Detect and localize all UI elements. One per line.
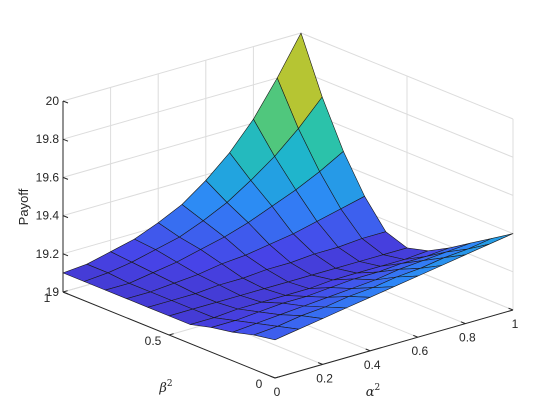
x-axis-label-base: α (366, 385, 375, 400)
z-tick-mark (62, 100, 69, 104)
grid-back-z (62, 70, 302, 140)
grid-back-z (62, 32, 302, 102)
z-tick-mark (62, 291, 69, 295)
surface-face (253, 326, 300, 341)
z-tick-mark (62, 215, 69, 219)
x-tick-label: 0.8 (459, 331, 476, 345)
x-tick-mark (460, 321, 466, 325)
grid-side-z (300, 32, 514, 120)
x-tick-label: 1 (512, 317, 519, 331)
z-tick-label: 20 (46, 94, 60, 108)
y-axis-label-base: β (158, 381, 167, 396)
z-tick-mark (62, 138, 69, 142)
y-axis-label: β2 (158, 379, 172, 396)
grid-side-z (300, 70, 514, 158)
y-tick-label: 0 (256, 377, 263, 391)
x-tick-label: 0.2 (316, 371, 333, 385)
z-tick-mark (62, 176, 69, 180)
grid-side-z (300, 108, 514, 196)
z-axis-label: Payoff (16, 188, 31, 225)
surface-face (467, 233, 514, 250)
y-axis-label-exp: 2 (167, 379, 173, 389)
x-tick-mark (508, 307, 514, 311)
x-tick-label: 0.4 (364, 358, 381, 372)
surface-mesh (62, 32, 514, 341)
z-tick-label: 19 (46, 285, 60, 299)
x-tick-mark (413, 334, 418, 338)
x-tick-label: 0.6 (411, 344, 428, 358)
y-tick-label: 0.5 (145, 334, 162, 348)
x-tick-mark (270, 375, 276, 379)
x-axis-label: α2 (366, 383, 381, 400)
x-tick-label: 0 (274, 385, 281, 399)
x-axis-line (274, 309, 514, 379)
x-tick-mark (317, 362, 323, 365)
z-tick-label: 19.8 (36, 132, 60, 146)
z-tick-label: 19.2 (36, 247, 60, 261)
axes (62, 100, 514, 379)
x-axis-label-exp: 2 (375, 383, 381, 393)
y-tick-mark (168, 333, 174, 336)
y-tick-mark (274, 376, 280, 379)
x-tick-mark (365, 348, 371, 352)
z-tick-label: 19.4 (36, 209, 60, 223)
z-tick-mark (62, 253, 69, 257)
y-tick-label: 1 (44, 291, 51, 305)
z-tick-label: 19.6 (36, 170, 60, 184)
